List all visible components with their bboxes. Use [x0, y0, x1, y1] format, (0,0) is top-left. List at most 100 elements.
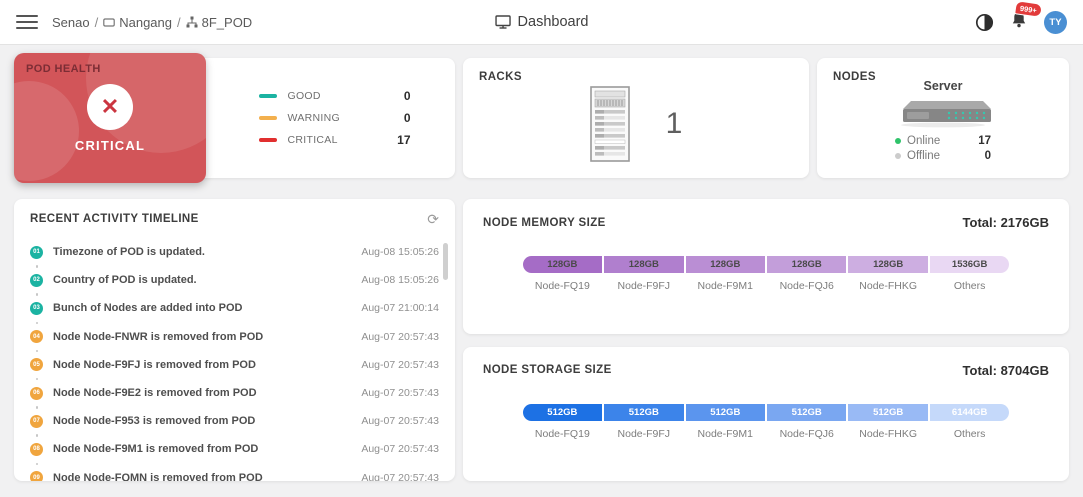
avatar[interactable]: TY	[1044, 10, 1067, 34]
timeline-item-time: Aug-07 20:57:43	[361, 387, 439, 400]
breadcrumb-org[interactable]: Senao	[52, 14, 90, 30]
memory-bar-segment: 128GB	[766, 256, 847, 273]
timeline-item: 03 Bunch of Nodes are added into POD Aug-0…	[14, 294, 455, 325]
storage-bar-category: Node-FHKG	[859, 427, 918, 440]
memory-bar-labels: Node-FQ19 Node-F9FJ Node-F9M1 Node-FQJ6 Node…	[523, 280, 1010, 292]
notifications-button[interactable]: 999+	[1010, 0, 1043, 34]
breadcrumb-pod[interactable]: 8F_POD	[186, 14, 253, 30]
timeline-item-time: Aug-08 15:05:26	[361, 274, 439, 287]
nodes-card: NODES Server Online 17	[817, 58, 1069, 178]
critical-label: CRITICAL	[287, 134, 338, 146]
online-label: Online	[907, 135, 941, 147]
racks-card: RACKS	[463, 58, 809, 178]
pod-health-status-card: POD HEALTH ✕ CRITICAL	[14, 53, 206, 183]
storage-total: Total: 8704GB	[962, 362, 1049, 378]
x-icon: ✕	[100, 94, 120, 119]
timeline-item: 04 Node Node-FNWR is removed from POD Aug-…	[14, 323, 455, 353]
storage-bar-segment: 512GB	[685, 403, 765, 421]
memory-bar-segment: 128GB	[604, 256, 684, 273]
timeline-item: 02 Country of POD is updated. Aug-08 15:05…	[14, 266, 455, 297]
timeline-item-time: Aug-08 15:05:26	[361, 246, 439, 259]
racks-title: RACKS	[479, 71, 522, 83]
timeline-item: 05 Node Node-F9FJ is removed from POD Aug-…	[14, 351, 455, 381]
breadcrumb-site[interactable]: Nangang	[103, 15, 172, 30]
page-title: Dashboard	[517, 14, 589, 30]
timeline-item: 01 Timezone of POD is updated. Aug-08 15:0…	[14, 238, 455, 268]
timeline-item-time: Aug-07 20:57:43	[361, 471, 439, 481]
storage-bar-category: Node-F9M1	[697, 427, 753, 440]
good-label: GOOD	[287, 90, 321, 102]
timeline-item-badge: 06	[30, 386, 43, 400]
critical-value: 17	[397, 133, 411, 147]
pod-status-text: CRITICAL	[74, 138, 146, 153]
refresh-icon[interactable]: ⟳	[427, 211, 439, 227]
legend-row-warning: WARNING 0	[258, 111, 411, 125]
legend-row-good: GOOD 0	[258, 89, 411, 103]
offline-stat: Offline 0	[895, 150, 991, 162]
node-memory-card: NODE MEMORY SIZE Total: 2176GB 128GB 128G…	[463, 199, 1069, 334]
timeline-item-text: Node Node-F953 is removed from POD	[53, 415, 256, 428]
timeline-item-badge: 08	[30, 442, 43, 456]
timeline-item: 06 Node Node-F9E2 is removed from POD Aug-…	[14, 379, 455, 409]
site-icon	[103, 17, 116, 27]
warning-dash	[258, 116, 277, 120]
timeline-item-time: Aug-07 20:57:43	[361, 330, 439, 343]
timeline-item-time: Aug-07 21:00:14	[361, 302, 439, 315]
online-value: 17	[978, 135, 991, 147]
offline-value: 0	[984, 150, 991, 162]
warning-label: WARNING	[287, 112, 340, 124]
memory-bar-segment: 128GB	[522, 256, 603, 273]
timeline-item-badge: 05	[30, 358, 43, 372]
monitor-icon	[494, 15, 511, 29]
breadcrumb-separator: /	[94, 14, 99, 30]
breadcrumb-separator: /	[177, 14, 181, 30]
memory-bar-category: Others	[953, 280, 986, 292]
storage-bar-segment: 512GB	[604, 403, 684, 421]
timeline-scrollbar[interactable]	[443, 243, 448, 280]
breadcrumb-pod-label: 8F_POD	[201, 14, 253, 30]
page-title-wrap: Dashboard	[494, 14, 589, 30]
timeline-item-time: Aug-07 20:57:43	[361, 415, 439, 428]
storage-bar-category: Node-FQ19	[534, 427, 590, 440]
timeline-item: 09 Node Node-FQMN is removed from POD Aug-…	[14, 464, 455, 481]
timeline-item-text: Bunch of Nodes are added into POD	[53, 302, 243, 315]
timeline-item-badge: 02	[30, 273, 43, 287]
storage-bar-labels: Node-FQ19 Node-F9FJ Node-F9M1 Node-FQJ6 Node…	[523, 428, 1010, 440]
timeline-item-text: Node Node-FNWR is removed from POD	[53, 330, 264, 343]
breadcrumb-site-label: Nangang	[119, 14, 172, 30]
legend-row-critical: CRITICAL 17	[258, 133, 411, 147]
timeline-item-time: Aug-07 20:57:43	[361, 358, 439, 371]
online-dot	[895, 138, 901, 144]
server-image	[901, 101, 991, 128]
menu-icon[interactable]	[16, 15, 38, 29]
timeline-list[interactable]: 01 Timezone of POD is updated. Aug-08 15:0…	[14, 236, 455, 481]
memory-bar-category: Node-FQJ6	[779, 280, 834, 292]
storage-bar-segment: 6144GB	[929, 403, 1010, 421]
timeline-item-text: Country of POD is updated.	[53, 274, 197, 287]
memory-bar-segment: 128GB	[848, 256, 928, 273]
theme-contrast-toggle[interactable]	[975, 13, 994, 32]
timeline-item-badge: 01	[30, 245, 43, 259]
timeline-item: 08 Node Node-F9M1 is removed from POD Aug-…	[14, 435, 455, 466]
critical-dash	[258, 138, 277, 142]
rack-icon	[589, 86, 630, 162]
good-dash	[258, 94, 277, 98]
memory-bar-segment: 1536GB	[929, 256, 1010, 273]
timeline-item-badge: 04	[30, 330, 43, 344]
storage-bar: 512GB 512GB 512GB 512GB 512GB 6144GB	[522, 403, 1010, 421]
storage-bar-category: Node-F9FJ	[617, 427, 671, 440]
timeline-item-time: Aug-07 20:57:43	[361, 443, 439, 456]
server-label: Server	[923, 79, 963, 93]
timeline-item-text: Node Node-F9E2 is removed from POD	[53, 387, 257, 400]
top-bar: Senao / Nangang / 8F_POD Dashboard	[0, 0, 1083, 45]
timeline-item-text: Node Node-F9M1 is removed from POD	[53, 443, 259, 456]
storage-chart-title: NODE STORAGE SIZE	[483, 364, 612, 376]
memory-bar: 128GB 128GB 128GB 128GB 128GB 1536GB	[522, 256, 1010, 273]
pod-health-legend: GOOD 0 WARNING 0 CRITICAL 17	[258, 81, 411, 155]
timeline-item-badge: 09	[30, 471, 43, 481]
memory-bar-category: Node-F9FJ	[617, 280, 671, 292]
breadcrumb: Senao / Nangang / 8F_POD	[52, 15, 252, 30]
warning-value: 0	[403, 111, 411, 125]
timeline-item-text: Node Node-F9FJ is removed from POD	[53, 358, 256, 371]
memory-bar-category: Node-FQ19	[534, 280, 590, 292]
